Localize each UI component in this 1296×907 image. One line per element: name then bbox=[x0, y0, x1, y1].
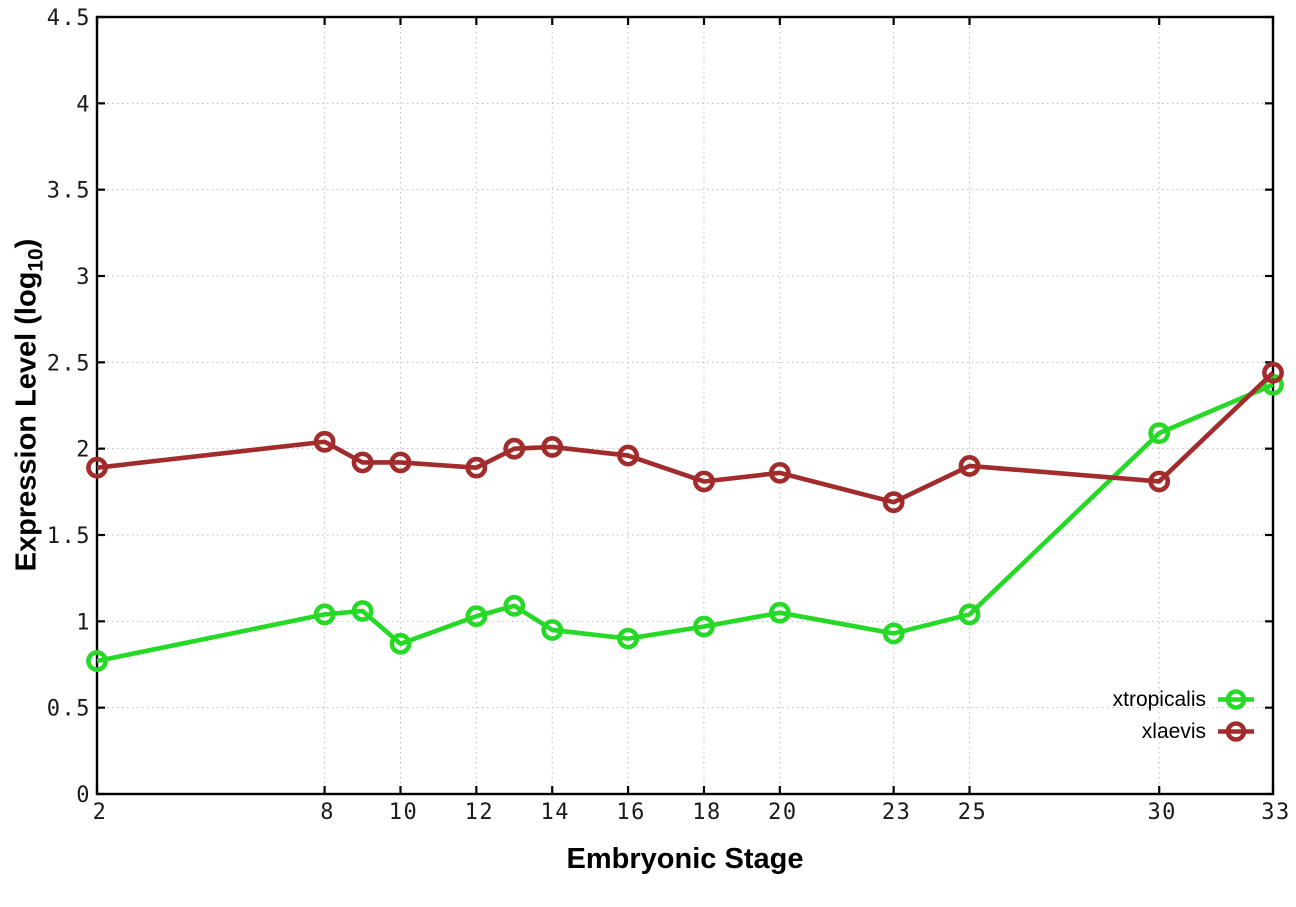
series-xtropicalis-point bbox=[503, 594, 526, 617]
series-xtropicalis-point bbox=[958, 603, 981, 626]
y-tick-label: 0 bbox=[76, 783, 91, 808]
series-xlaevis-point bbox=[768, 461, 791, 484]
y-tick-label: 3.5 bbox=[47, 179, 91, 204]
y-tick-label: 2 bbox=[76, 438, 91, 463]
legend-sample-marker-xlaevis bbox=[1225, 721, 1247, 742]
legend-marker-xtropicalis-icon bbox=[1218, 689, 1254, 710]
y-tick-label: 3 bbox=[76, 265, 91, 290]
x-tick-label: 14 bbox=[540, 800, 570, 825]
series-xtropicalis-point bbox=[389, 632, 412, 655]
series-xlaevis-point bbox=[958, 455, 981, 477]
series-xlaevis-point bbox=[693, 470, 715, 493]
series-xtropicalis-point bbox=[86, 650, 108, 672]
y-tick-label: 4.5 bbox=[47, 6, 91, 31]
legend-label-xlaevis: xlaevis bbox=[1141, 719, 1206, 743]
series-xlaevis-point bbox=[351, 451, 374, 474]
legend-label-xtropicalis: xtropicalis bbox=[1112, 687, 1206, 711]
series-xtropicalis-point bbox=[1262, 373, 1284, 396]
plot-border bbox=[95, 15, 1275, 796]
y-axis-title-text: Expression Level (log bbox=[10, 271, 43, 572]
x-tick-label: 12 bbox=[465, 800, 495, 825]
series-xtropicalis-point bbox=[617, 627, 639, 650]
x-tick-label: 2 bbox=[93, 800, 108, 825]
x-tick-label: 18 bbox=[692, 800, 722, 825]
y-tick-label: 0.5 bbox=[47, 697, 91, 722]
series-xtropicalis-point bbox=[768, 601, 791, 624]
series-xtropicalis-point bbox=[693, 615, 715, 638]
series-xtropicalis-point bbox=[882, 622, 905, 645]
series-xtropicalis-point bbox=[541, 619, 564, 641]
y-axis-title: Expression Level (log10) bbox=[10, 238, 48, 572]
series-xlaevis-point bbox=[1148, 470, 1171, 493]
series-xlaevis-point bbox=[617, 444, 639, 467]
series-xtropicalis-point bbox=[313, 603, 336, 626]
x-tick-label: 30 bbox=[1147, 800, 1177, 825]
x-tick-label: 16 bbox=[616, 800, 646, 825]
series-xlaevis-point bbox=[389, 451, 412, 474]
series-xtropicalis-point bbox=[351, 600, 374, 622]
series-xlaevis-point bbox=[541, 436, 564, 458]
legend-item-xlaevis: xlaevis bbox=[1142, 719, 1255, 744]
series-xtropicalis-point bbox=[465, 605, 488, 628]
x-tick-label: 33 bbox=[1261, 800, 1291, 825]
x-tick-label: 20 bbox=[768, 800, 798, 825]
y-tick-label: 1 bbox=[76, 610, 91, 635]
series-xlaevis-point bbox=[313, 430, 336, 453]
x-tick-label: 8 bbox=[320, 800, 335, 825]
series-xtropicalis-line bbox=[96, 382, 1274, 664]
series-xlaevis-point bbox=[86, 456, 108, 479]
y-tick-label: 4 bbox=[76, 92, 91, 117]
x-tick-label: 23 bbox=[882, 800, 912, 825]
legend-marker-xlaevis-icon bbox=[1218, 721, 1254, 742]
series-xlaevis-point bbox=[503, 437, 526, 460]
series-xlaevis-point bbox=[1262, 361, 1284, 384]
legend-item-xtropicalis: xtropicalis bbox=[1113, 687, 1255, 712]
series-xlaevis-point bbox=[882, 491, 905, 514]
y-tick-label: 2.5 bbox=[47, 351, 91, 376]
legend-sample-marker-xtropicalis bbox=[1225, 689, 1247, 710]
series-xtropicalis-point bbox=[1148, 422, 1171, 445]
legend: xtropicalis xlaevis bbox=[1113, 687, 1255, 744]
y-axis-title-close: ) bbox=[10, 238, 43, 249]
series-xlaevis-line bbox=[96, 371, 1275, 505]
x-tick-label: 10 bbox=[389, 800, 419, 825]
x-axis-title: Embryonic Stage bbox=[566, 843, 804, 875]
x-tick-label: 25 bbox=[958, 800, 988, 825]
series-xlaevis-point bbox=[465, 456, 488, 479]
y-tick-label: 1.5 bbox=[47, 524, 91, 549]
y-axis-title-subscript: 10 bbox=[24, 248, 48, 272]
